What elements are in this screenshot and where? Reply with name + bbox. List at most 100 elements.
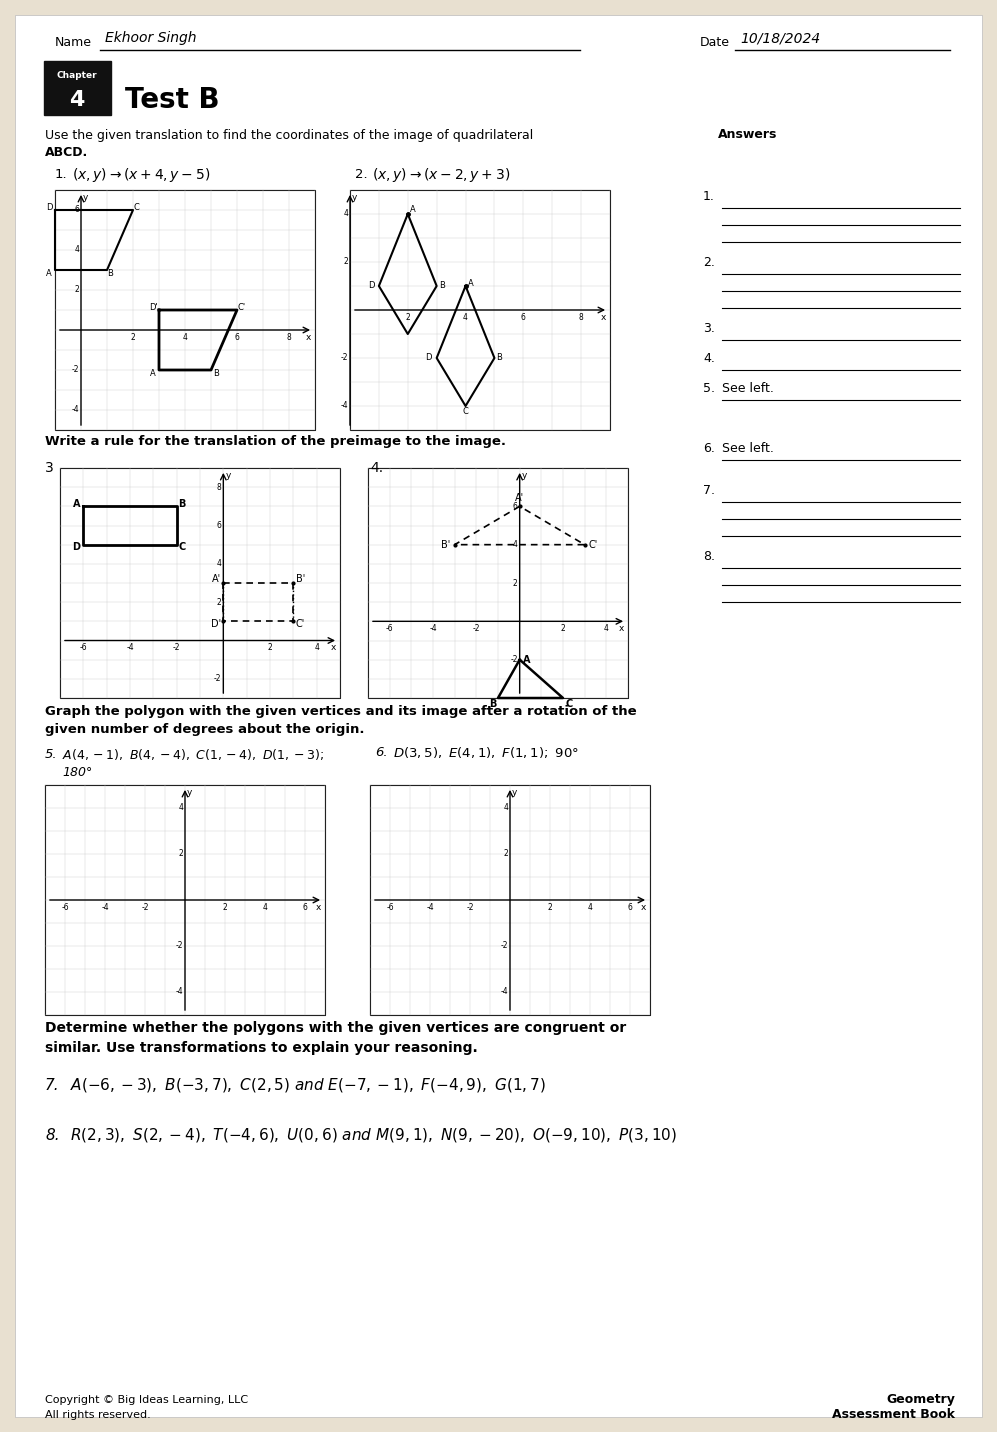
Text: x: x: [618, 624, 624, 633]
Text: x: x: [641, 904, 646, 912]
Text: 6.: 6.: [375, 746, 388, 759]
Text: B: B: [439, 282, 445, 291]
Text: y: y: [187, 788, 192, 798]
Text: -2: -2: [473, 624, 481, 633]
Text: -4: -4: [500, 988, 508, 997]
FancyBboxPatch shape: [44, 62, 111, 115]
Text: 4: 4: [314, 643, 319, 653]
Text: 8.: 8.: [703, 550, 715, 563]
Text: 6: 6: [234, 334, 239, 342]
Text: y: y: [512, 788, 517, 798]
Text: A: A: [151, 369, 156, 378]
Text: 5.: 5.: [45, 749, 58, 762]
Text: B: B: [497, 354, 502, 362]
Text: 6: 6: [512, 501, 517, 511]
Text: A': A': [515, 494, 524, 503]
Text: 2: 2: [343, 258, 348, 266]
Text: See left.: See left.: [722, 441, 774, 454]
Text: C': C': [238, 302, 246, 312]
Text: 2.: 2.: [355, 169, 368, 182]
Text: 4: 4: [512, 540, 517, 548]
Text: 2: 2: [547, 904, 552, 912]
Text: 2: 2: [503, 849, 508, 859]
Text: 4: 4: [343, 209, 348, 219]
Text: C: C: [133, 202, 139, 212]
Text: $(x, y) \rightarrow (x-2, y+3)$: $(x, y) \rightarrow (x-2, y+3)$: [372, 166, 510, 183]
Text: 2: 2: [74, 285, 79, 295]
Text: 6: 6: [627, 904, 632, 912]
Text: x: x: [306, 334, 311, 342]
Text: 7.: 7.: [703, 484, 715, 497]
Text: A: A: [46, 269, 52, 278]
Text: Use the given translation to find the coordinates of the image of quadrilateral: Use the given translation to find the co…: [45, 129, 533, 142]
Text: 2: 2: [178, 849, 183, 859]
Text: 2: 2: [131, 334, 136, 342]
Text: -2: -2: [142, 904, 149, 912]
Text: D: D: [73, 541, 81, 551]
Text: 6.: 6.: [703, 441, 715, 454]
Text: -4: -4: [101, 904, 109, 912]
Text: D: D: [368, 282, 374, 291]
Text: -2: -2: [500, 941, 508, 951]
Text: -2: -2: [213, 674, 221, 683]
Text: 4: 4: [587, 904, 592, 912]
Text: Geometry: Geometry: [886, 1393, 955, 1406]
Text: 4: 4: [178, 803, 183, 812]
Text: B': B': [296, 574, 305, 584]
Text: Test B: Test B: [125, 86, 219, 115]
Text: $A(4,-1),\ B(4,-4),\ C(1,-4),\ D(1,-3);$: $A(4,-1),\ B(4,-4),\ C(1,-4),\ D(1,-3);$: [62, 748, 324, 762]
Text: given number of degrees about the origin.: given number of degrees about the origin…: [45, 723, 365, 736]
Text: -6: -6: [80, 643, 87, 653]
Text: 4: 4: [604, 624, 609, 633]
Text: 8: 8: [216, 483, 221, 491]
Text: D: D: [426, 354, 432, 362]
Text: 1.: 1.: [703, 189, 715, 202]
Text: D': D': [149, 302, 158, 312]
Text: $D(3, 5),\ E(4, 1),\ F(1, 1);\ 90°$: $D(3, 5),\ E(4, 1),\ F(1, 1);\ 90°$: [393, 745, 579, 759]
Text: A: A: [73, 500, 80, 510]
Text: B: B: [490, 699, 497, 709]
Text: $R(2,3),\ S(2,-4),\ T(-4,6),\ U(0,6)$ and $M(9,1),\ N(9,-20),\ O(-9,10),\ P(3,10: $R(2,3),\ S(2,-4),\ T(-4,6),\ U(0,6)$ an…: [70, 1126, 677, 1144]
Text: $A(-6,-3),\ B(-3,7),\ C(2,5)$ and $E(-7,-1),\ F(-4,9),\ G(1,7)$: $A(-6,-3),\ B(-3,7),\ C(2,5)$ and $E(-7,…: [70, 1075, 546, 1094]
Text: 4: 4: [70, 90, 85, 110]
Text: C': C': [296, 619, 305, 629]
Text: B: B: [107, 269, 113, 278]
Bar: [60, 468, 340, 697]
Text: Write a rule for the translation of the preimage to the image.: Write a rule for the translation of the …: [45, 435, 506, 448]
Text: 2.: 2.: [703, 255, 715, 269]
Text: -6: -6: [386, 624, 394, 633]
Text: B': B': [441, 540, 451, 550]
Text: 6: 6: [302, 904, 307, 912]
Text: A: A: [522, 654, 530, 664]
Text: 2: 2: [406, 314, 410, 322]
Text: B: B: [213, 369, 219, 378]
Text: x: x: [331, 643, 336, 653]
Text: 2: 2: [222, 904, 227, 912]
Text: -2: -2: [172, 643, 180, 653]
Text: Graph the polygon with the given vertices and its image after a rotation of the: Graph the polygon with the given vertice…: [45, 706, 637, 719]
Text: 4: 4: [182, 334, 187, 342]
Text: 8.: 8.: [45, 1127, 60, 1143]
Text: 10/18/2024: 10/18/2024: [740, 32, 821, 44]
Text: 180°: 180°: [62, 766, 93, 779]
Text: D: D: [46, 202, 52, 212]
Text: B: B: [178, 500, 185, 510]
Text: 6: 6: [520, 314, 525, 322]
Text: Ekhoor Singh: Ekhoor Singh: [105, 32, 196, 44]
Text: Assessment Book: Assessment Book: [832, 1409, 955, 1422]
Text: -4: -4: [426, 904, 434, 912]
Text: 5.: 5.: [703, 381, 715, 394]
Text: 4: 4: [74, 245, 79, 255]
Text: 4: 4: [503, 803, 508, 812]
Text: -4: -4: [127, 643, 134, 653]
Text: -4: -4: [340, 401, 348, 411]
Text: -6: -6: [386, 904, 394, 912]
Text: 2: 2: [216, 597, 221, 607]
Text: -2: -2: [72, 365, 79, 375]
Text: All rights reserved.: All rights reserved.: [45, 1411, 151, 1421]
Text: -2: -2: [341, 354, 348, 362]
Text: 3.: 3.: [703, 322, 715, 335]
Text: -4: -4: [72, 405, 79, 414]
Text: 3: 3: [45, 461, 54, 475]
Text: C: C: [178, 541, 185, 551]
